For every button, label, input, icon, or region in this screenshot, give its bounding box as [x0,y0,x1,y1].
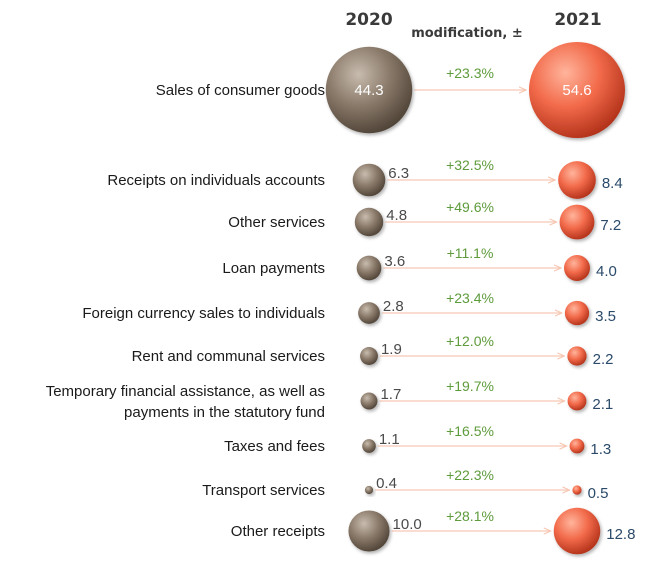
value-2020-label: 44.3 [354,82,383,99]
bubble-2021 [567,346,587,366]
value-2021-label: 4.0 [596,263,617,280]
change-label: +49.6% [446,199,494,215]
value-2021-label: 0.5 [588,485,609,502]
value-2020-label: 1.1 [379,431,400,448]
value-2021-label: 7.2 [600,217,621,234]
value-2020-label: 6.3 [388,165,409,182]
value-2020-label: 10.0 [393,516,422,533]
category-label: Receipts on individuals accounts [107,172,325,189]
bubble-2021 [567,391,587,411]
bubble-2021 [564,300,590,326]
category-label: Taxes and fees [224,438,325,455]
value-2020-label: 1.7 [380,386,401,403]
bubble-2021 [569,438,585,454]
category-label: Other services [228,214,325,231]
category-label: Foreign currency sales to individuals [82,305,325,322]
change-label: +11.1% [447,245,494,261]
category-label: Loan payments [222,260,325,277]
value-2020-label: 0.4 [376,475,397,492]
value-2020-label: 4.8 [386,207,407,224]
change-label: +12.0% [446,333,494,349]
change-label: +28.1% [446,508,494,524]
value-2021-label: 2.1 [592,396,613,413]
bubble-2020 [360,347,378,365]
bubble-2021 [529,42,625,138]
value-2020-label: 2.8 [383,298,404,315]
value-2021-label: 54.6 [562,82,591,99]
category-label: Rent and communal services [132,348,325,365]
header-change: modification, ± [411,26,523,41]
category-label: Transport services [202,482,325,499]
chart-rows: Sales of consumer goods +23.3% 44.3 54.6 Rec… [46,42,635,555]
category-label: Temporary financial assistance, as well … [46,383,325,421]
bubble-2020 [325,46,413,134]
category-label: Sales of consumer goods [156,82,325,99]
bubble-2020 [362,439,376,453]
bubble-2021 [572,485,582,495]
bubble-2020 [358,302,380,324]
header-2020: 2020 [345,10,392,30]
bubble-2020 [348,510,390,552]
header-2021: 2021 [554,10,601,30]
bubble-2021 [559,204,595,240]
change-label: +19.7% [446,378,494,394]
bubble-2020 [360,392,378,410]
change-label: +23.3% [446,65,494,81]
value-2021-label: 3.5 [595,308,616,325]
bubble-2021 [564,255,590,281]
value-2021-label: 2.2 [593,351,614,368]
bubble-2020 [354,207,384,237]
bubble-2021 [553,507,601,555]
bubble-2020 [356,255,382,281]
change-label: +23.4% [446,290,494,306]
change-label: +32.5% [446,157,494,173]
value-2020-label: 1.9 [381,341,402,358]
change-label: +22.3% [446,467,494,483]
value-2021-label: 12.8 [606,526,635,543]
bubble-2020 [352,163,386,197]
bubble-2020 [364,485,374,495]
category-label: Other receipts [231,523,325,540]
value-2021-label: 8.4 [602,175,623,192]
bubble-2021 [558,161,596,199]
value-2021-label: 1.3 [590,441,611,458]
change-label: +16.5% [446,423,494,439]
value-2020-label: 3.6 [384,253,405,270]
